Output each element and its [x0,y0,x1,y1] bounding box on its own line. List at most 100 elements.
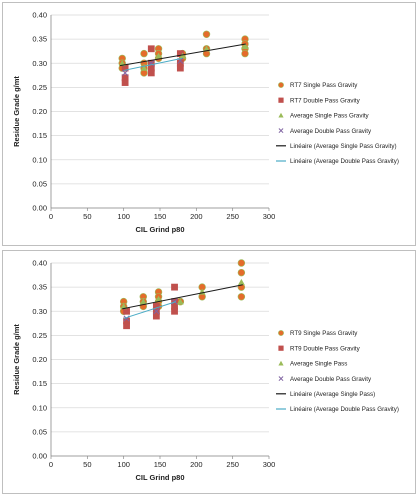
series-1 [123,283,178,330]
legend-marker-swatch-stroke-b [278,128,284,134]
data-point [155,295,162,302]
data-point [176,64,184,72]
data-point [241,42,249,50]
legend-marker-swatch-stroke-b [278,376,284,382]
x-tick-label: 0 [49,460,53,469]
data-point [176,298,184,305]
legend-label: RT7 Single Pass Gravity [290,82,358,89]
y-tick-label: 0.05 [32,427,47,436]
series-4 [122,284,243,310]
data-point-stroke-b [122,69,129,76]
data-point [202,30,211,38]
trendline [119,43,246,67]
legend-entry: RT7 Double Pass Gravity [278,97,361,104]
data-point [171,307,178,315]
y-tick-label: 0.20 [32,355,47,364]
data-point [147,69,155,77]
data-point [123,307,130,315]
legend-entry: Linéaire (Average Double Pass Gravity) [276,158,399,165]
rt9-scatter-chart: 0.00 0.05 0.10 0.15 0.20 0.25 0.30 0.35 0.40 0 50 1… [12,259,399,483]
y-tick-label: 0.30 [32,307,47,316]
data-point [118,59,126,66]
data-point [147,64,155,72]
data-point [241,49,249,58]
data-point [139,298,147,305]
legend-marker-swatch [278,376,284,382]
y-tick-label: 0.20 [32,107,47,116]
series-5 [123,301,177,319]
x-tick-label: 100 [117,460,130,469]
y-tick-label: 0.10 [32,403,47,412]
legend-marker-swatch [278,345,284,351]
x-tick-label: 0 [49,212,53,221]
series-2 [120,278,245,310]
rt7-scatter-chart: 0.00 0.05 0.10 0.15 0.20 0.25 0.30 0.35 0.40 0 50 1… [12,11,399,235]
data-point [121,79,129,86]
legend-entry: Average Single Pass [278,361,347,368]
legend-label: Linéaire (Average Single Pass) [290,391,375,398]
y-tick-label: 0.15 [32,131,47,140]
x-tick-label: 100 [117,212,130,221]
legend-entry: Average Double Pass Gravity [278,376,372,383]
y-tick-label: 0.35 [32,283,47,292]
x-tick-label: 150 [154,212,167,221]
data-point [122,69,129,76]
x-tick-label: 250 [226,460,239,469]
x-axis-title: CIL Grind p80 [135,225,184,234]
x-tick-label: 50 [83,212,91,221]
legend-entry: Linéaire (Average Single Pass) [276,391,375,398]
y-axis-title: Residue Grade g/mt [12,76,21,147]
legend-label: Average Single Pass Gravity [290,113,370,120]
x-tick-label: 300 [263,212,276,221]
legend-entry: RT9 Double Pass Gravity [278,345,361,352]
legend-label: Linéaire (Average Double Pass Gravity) [290,158,399,165]
y-tick-label: 0.40 [32,11,47,20]
data-point [147,45,155,53]
legend-entry: Average Single Pass Gravity [278,112,370,120]
legend-marker-swatch [278,112,284,118]
data-point [237,293,246,301]
x-tick-label: 250 [226,212,239,221]
legend-label: Average Double Pass Gravity [290,128,372,135]
x-tick-label: 200 [190,212,203,221]
series-3 [122,57,184,76]
data-point-stroke-b [153,308,160,315]
data-point [176,59,184,67]
y-tick-label: 0.25 [32,83,47,92]
y-tick-label: 0.30 [32,59,47,68]
y-tick-label: 0.00 [32,452,47,461]
legend-marker-swatch [278,330,284,336]
y-tick-label: 0.10 [32,155,47,164]
legend-entry: RT7 Single Pass Gravity [278,82,358,89]
x-tick-label: 300 [263,460,276,469]
legend-marker-swatch [278,128,284,134]
data-point [120,303,128,310]
data-point [140,64,148,71]
x-tick-label: 50 [83,460,91,469]
data-point [140,49,148,58]
legend-label: Average Single Pass [290,361,347,368]
data-point [179,52,186,59]
legend-label: RT7 Double Pass Gravity [290,97,361,104]
data-point [121,74,129,82]
y-axis-title: Residue Grade g/mt [12,324,21,395]
legend-marker-swatch [278,97,284,103]
legend-entry: Average Double Pass Gravity [278,128,372,135]
series-4 [119,43,246,67]
legend-entry: Linéaire (Average Double Pass Gravity) [276,406,399,413]
legend-label: Average Double Pass Gravity [290,376,372,383]
data-point-stroke-b [177,57,184,64]
legend-entry: Linéaire (Average Single Pass Gravity) [276,143,397,150]
data-point [152,303,160,310]
y-tick-label: 0.00 [32,204,47,213]
y-tick-label: 0.25 [32,331,47,340]
data-point [237,259,246,267]
data-point [237,278,245,286]
y-tick-label: 0.35 [32,35,47,44]
y-tick-label: 0.05 [32,179,47,188]
y-tick-label: 0.40 [32,259,47,268]
legend-label: Linéaire (Average Double Pass Gravity) [290,406,399,413]
chart-panel-rt9: 0.00 0.05 0.10 0.15 0.20 0.25 0.30 0.35 0.40 0 50 1… [2,250,416,494]
data-point [152,312,160,320]
data-point [171,303,178,310]
